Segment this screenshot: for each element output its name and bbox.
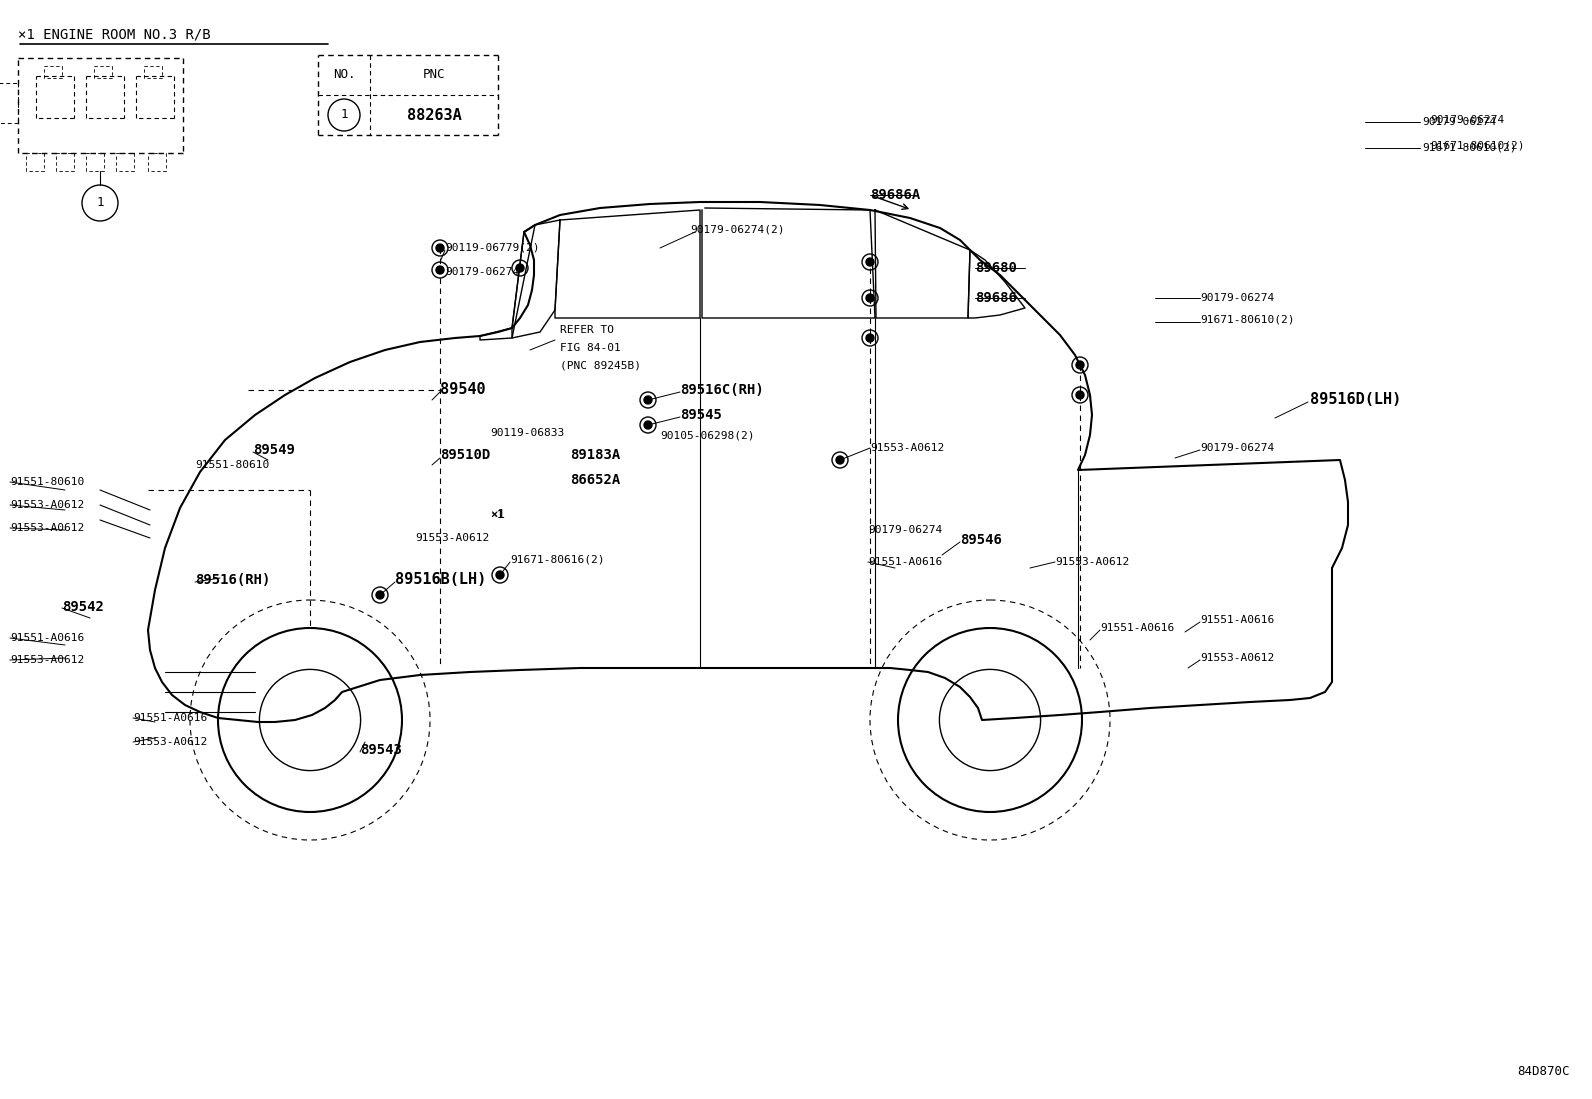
Text: 91553-A0612: 91553-A0612 <box>10 523 84 533</box>
Text: 91671-80610(2): 91671-80610(2) <box>1422 143 1517 153</box>
Text: ×1 ENGINE ROOM NO.3 R/B: ×1 ENGINE ROOM NO.3 R/B <box>18 27 210 42</box>
Text: 91553-A0612: 91553-A0612 <box>869 443 944 453</box>
Text: 91551-A0616: 91551-A0616 <box>10 633 84 643</box>
Text: 91671-80610(2): 91671-80610(2) <box>1200 315 1294 325</box>
Text: 89545: 89545 <box>680 408 721 422</box>
Text: 91553-A0612: 91553-A0612 <box>416 533 489 543</box>
Text: 89549: 89549 <box>253 443 295 457</box>
Circle shape <box>1076 360 1084 369</box>
Circle shape <box>436 266 444 274</box>
Circle shape <box>436 244 444 252</box>
Text: 91551-A0616: 91551-A0616 <box>1100 623 1175 633</box>
Text: 90179-06274: 90179-06274 <box>1200 293 1274 303</box>
Text: 91671-80616(2): 91671-80616(2) <box>509 555 605 565</box>
Text: 89543: 89543 <box>360 743 401 757</box>
Circle shape <box>645 421 653 429</box>
Text: 91551-80610: 91551-80610 <box>10 477 84 487</box>
Circle shape <box>836 456 844 464</box>
Text: 90179-06274: 90179-06274 <box>1430 115 1504 125</box>
Text: 90179-06274: 90179-06274 <box>868 525 942 535</box>
Text: 91551-A0616: 91551-A0616 <box>1200 615 1274 625</box>
Text: NO.: NO. <box>333 68 355 81</box>
Text: 91553-A0612: 91553-A0612 <box>1200 653 1274 663</box>
Text: 90179-06274: 90179-06274 <box>1422 116 1496 127</box>
Text: (PNC 89245B): (PNC 89245B) <box>560 360 642 371</box>
Text: 90119-06779(2): 90119-06779(2) <box>446 243 540 253</box>
Text: 90179-06274: 90179-06274 <box>1200 443 1274 453</box>
Text: 1: 1 <box>96 197 103 210</box>
Text: 90119-06833: 90119-06833 <box>490 428 564 439</box>
Text: PNC: PNC <box>423 68 446 81</box>
Circle shape <box>866 295 874 302</box>
Text: 91551-A0616: 91551-A0616 <box>134 713 207 723</box>
Text: 89516D(LH): 89516D(LH) <box>1310 392 1401 408</box>
Circle shape <box>645 396 653 404</box>
Text: 90179-06274: 90179-06274 <box>446 267 519 277</box>
Text: ×1: ×1 <box>490 509 505 522</box>
Text: 86652A: 86652A <box>570 473 621 487</box>
Circle shape <box>866 258 874 266</box>
Text: 89540: 89540 <box>439 382 486 398</box>
Circle shape <box>497 571 505 579</box>
Text: 90179-06274(2): 90179-06274(2) <box>689 225 785 235</box>
Text: 89686: 89686 <box>974 291 1017 306</box>
Text: 89516B(LH): 89516B(LH) <box>395 573 486 588</box>
Circle shape <box>376 591 384 599</box>
Text: 89686A: 89686A <box>869 188 920 202</box>
Text: 91553-A0612: 91553-A0612 <box>1055 557 1129 567</box>
Text: 91551-A0616: 91551-A0616 <box>868 557 942 567</box>
Circle shape <box>1076 391 1084 399</box>
Circle shape <box>516 264 524 271</box>
Text: 89680: 89680 <box>974 260 1017 275</box>
Text: 91553-A0612: 91553-A0612 <box>134 737 207 747</box>
Text: ×1: ×1 <box>490 510 503 520</box>
Text: FIG 84-01: FIG 84-01 <box>560 343 621 353</box>
Text: 89183A: 89183A <box>570 448 621 462</box>
Text: 89516C(RH): 89516C(RH) <box>680 382 764 397</box>
Text: 89546: 89546 <box>960 533 1001 547</box>
Text: 91671-80610(2): 91671-80610(2) <box>1430 140 1525 149</box>
Text: 89516(RH): 89516(RH) <box>194 573 271 587</box>
Text: 1: 1 <box>341 109 347 122</box>
Text: REFER TO: REFER TO <box>560 325 615 335</box>
Text: 84D870C: 84D870C <box>1517 1065 1570 1078</box>
Text: 89542: 89542 <box>62 600 103 614</box>
Text: 88263A: 88263A <box>406 108 462 122</box>
Text: 91551-80610: 91551-80610 <box>194 460 269 470</box>
Text: 89510D: 89510D <box>439 448 490 462</box>
Text: 90105-06298(2): 90105-06298(2) <box>661 430 755 440</box>
Text: 91553-A0612: 91553-A0612 <box>10 655 84 665</box>
Circle shape <box>866 334 874 342</box>
Text: 91553-A0612: 91553-A0612 <box>10 500 84 510</box>
